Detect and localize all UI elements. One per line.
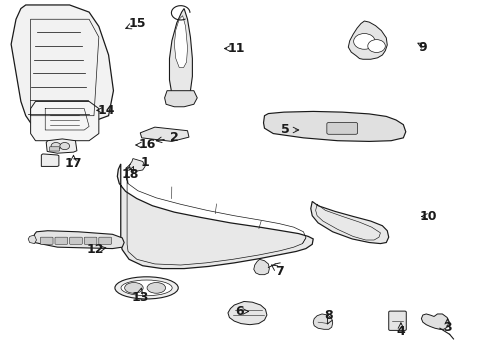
Text: 7: 7	[275, 265, 284, 278]
Polygon shape	[33, 231, 124, 249]
FancyBboxPatch shape	[49, 147, 59, 151]
Polygon shape	[313, 314, 333, 329]
Polygon shape	[129, 158, 145, 171]
Polygon shape	[228, 301, 267, 325]
FancyBboxPatch shape	[99, 237, 112, 244]
Text: 18: 18	[122, 168, 139, 181]
Text: 9: 9	[418, 41, 427, 54]
FancyBboxPatch shape	[389, 311, 406, 330]
Polygon shape	[170, 9, 193, 102]
Text: 17: 17	[65, 157, 82, 170]
Polygon shape	[264, 111, 406, 141]
Polygon shape	[165, 91, 197, 107]
Text: 6: 6	[235, 305, 244, 318]
Polygon shape	[28, 235, 36, 244]
Text: 16: 16	[139, 139, 156, 152]
Text: 14: 14	[98, 104, 115, 117]
FancyBboxPatch shape	[70, 237, 82, 244]
Polygon shape	[117, 164, 313, 269]
Text: 3: 3	[443, 321, 452, 334]
Polygon shape	[174, 16, 188, 67]
Text: 5: 5	[281, 123, 289, 136]
FancyBboxPatch shape	[40, 237, 53, 244]
Text: 8: 8	[324, 309, 333, 322]
Polygon shape	[46, 139, 77, 153]
Ellipse shape	[124, 283, 143, 293]
Polygon shape	[421, 314, 449, 329]
Polygon shape	[11, 5, 114, 123]
Text: 1: 1	[141, 156, 149, 169]
Ellipse shape	[115, 277, 178, 299]
Circle shape	[354, 33, 375, 49]
Circle shape	[60, 143, 70, 150]
Polygon shape	[348, 21, 387, 59]
Circle shape	[368, 40, 385, 53]
Text: 12: 12	[86, 243, 104, 256]
Ellipse shape	[121, 280, 172, 296]
FancyBboxPatch shape	[327, 122, 358, 134]
Text: 10: 10	[420, 210, 438, 223]
Text: 2: 2	[170, 131, 179, 144]
Polygon shape	[30, 102, 99, 141]
Text: 15: 15	[128, 17, 146, 30]
FancyBboxPatch shape	[55, 237, 68, 244]
FancyBboxPatch shape	[84, 237, 97, 244]
Text: 4: 4	[396, 325, 405, 338]
Polygon shape	[140, 127, 189, 141]
Polygon shape	[311, 202, 389, 244]
Text: 13: 13	[131, 291, 149, 304]
Polygon shape	[254, 259, 270, 275]
Circle shape	[51, 143, 61, 150]
Polygon shape	[41, 154, 59, 166]
Text: 11: 11	[227, 42, 245, 55]
Ellipse shape	[147, 283, 166, 293]
